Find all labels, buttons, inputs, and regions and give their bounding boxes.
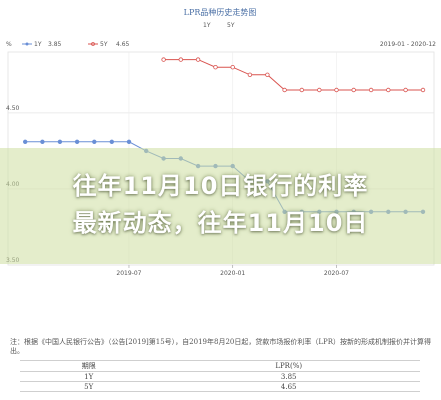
table-header-term: 期限 bbox=[20, 360, 158, 372]
footnote: 注：根据《中国人民银行公告》（公告[2019]第15号），自2019年8月20日… bbox=[10, 338, 431, 355]
legend-top: 1Y 5Y bbox=[203, 22, 235, 29]
table-row: 5Y 4.65 bbox=[20, 381, 420, 392]
data-point-1y bbox=[74, 139, 80, 144]
legend-1y-marker bbox=[25, 42, 29, 46]
legend: 1Y 3.85 5Y 4.65 bbox=[22, 41, 130, 48]
data-point-5y bbox=[368, 87, 374, 93]
y-tick-label: 4.50 bbox=[6, 105, 20, 112]
data-point-5y bbox=[161, 57, 166, 62]
data-point-5y bbox=[317, 87, 322, 93]
data-point-5y bbox=[230, 64, 235, 70]
lpr-table: 期限 LPR(%) 1Y 3.85 5Y 4.65 bbox=[20, 360, 420, 392]
data-point-5y bbox=[299, 87, 304, 93]
legend-top-1y: 1Y bbox=[203, 22, 211, 29]
legend-5y-name: 5Y bbox=[100, 41, 108, 48]
data-point-1y bbox=[57, 139, 63, 144]
data-point-1y bbox=[126, 139, 132, 144]
series-line-5y bbox=[163, 59, 423, 91]
x-tick-label: 2019-07 bbox=[116, 270, 141, 277]
table-cell-lpr: 3.85 bbox=[157, 371, 420, 382]
data-point-5y bbox=[282, 87, 287, 93]
data-point-5y bbox=[178, 57, 183, 62]
banner-title-line-1: 往年11月10日银行的利率 bbox=[72, 172, 369, 200]
data-point-5y bbox=[334, 87, 339, 93]
date-range: 2019-01 - 2020-12 bbox=[380, 41, 436, 48]
data-point-5y bbox=[247, 72, 253, 77]
legend-5y-value: 4.65 bbox=[116, 41, 130, 48]
data-point-5y bbox=[213, 64, 218, 70]
x-tick-label: 2020-01 bbox=[220, 270, 245, 277]
data-point-5y bbox=[265, 72, 270, 77]
table-row: 1Y 3.85 bbox=[20, 371, 420, 382]
table-header-lpr: LPR(%) bbox=[157, 360, 420, 372]
data-point-1y bbox=[92, 139, 97, 144]
data-point-5y bbox=[351, 87, 356, 93]
table-cell-term: 5Y bbox=[20, 381, 158, 392]
x-tick-label: 2020-07 bbox=[324, 270, 349, 277]
table-cell-lpr: 4.65 bbox=[157, 381, 420, 392]
title-banner bbox=[0, 148, 441, 264]
data-point-1y bbox=[40, 139, 45, 144]
data-point-1y bbox=[109, 139, 114, 144]
data-point-1y bbox=[23, 139, 28, 144]
legend-top-5y: 5Y bbox=[227, 22, 235, 29]
table-header-row: 期限 LPR(%) bbox=[20, 360, 420, 372]
legend-1y-value: 3.85 bbox=[48, 41, 62, 48]
y-unit: % bbox=[6, 41, 12, 48]
table-cell-term: 1Y bbox=[20, 371, 158, 382]
legend-5y-marker bbox=[91, 42, 95, 46]
data-point-5y bbox=[420, 87, 426, 93]
data-point-5y bbox=[195, 57, 201, 62]
banner-title-line-2: 最新动态，往年11月10日 bbox=[72, 209, 369, 237]
chart-title: LPR品种历史走势图 bbox=[184, 7, 257, 17]
legend-1y-name: 1Y bbox=[34, 41, 42, 48]
data-point-5y bbox=[386, 87, 391, 93]
data-point-5y bbox=[403, 87, 408, 93]
